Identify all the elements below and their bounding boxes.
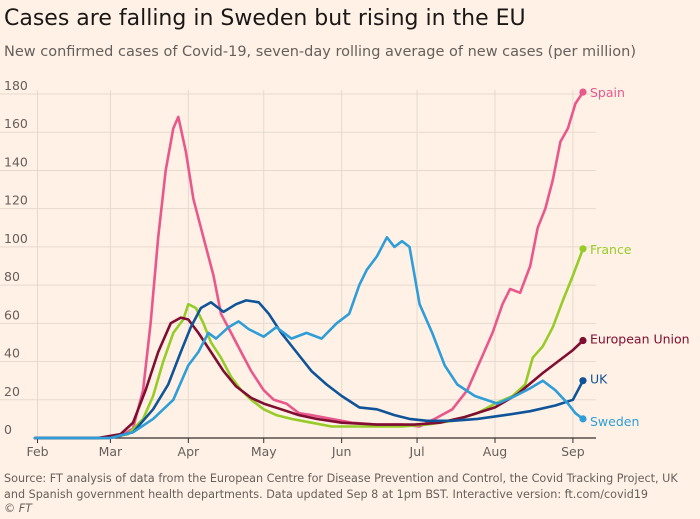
x-tick-label: Jul [409, 444, 425, 459]
x-tick-label: Aug [483, 444, 507, 459]
chart-subtitle: New confirmed cases of Covid-19, seven-d… [4, 44, 636, 60]
x-axis: Feb Mar Apr May Jun Jul Aug Sep [26, 437, 596, 459]
series-labels: Spain France European Union UK Sweden [590, 85, 690, 429]
series-label-france: France [590, 242, 632, 257]
y-tick-label: 60 [4, 307, 20, 322]
series-label-european-union: European Union [590, 332, 690, 347]
series-line-sweden [33, 236, 585, 440]
chart-title: Cases are falling in Sweden but rising i… [4, 6, 526, 31]
series-label-uk: UK [590, 372, 608, 387]
y-tick-label: 20 [4, 384, 20, 399]
series-line-european-union [33, 316, 585, 440]
y-tick-label: 120 [4, 193, 28, 208]
gridlines [0, 90, 596, 438]
y-tick-label: 160 [4, 116, 28, 131]
y-tick-label: 180 [4, 78, 28, 93]
series-end-dot-sweden [579, 415, 587, 423]
series-line-uk [33, 299, 585, 440]
x-tick-label: Apr [178, 444, 200, 459]
series-end-dot-uk [579, 377, 587, 385]
x-tick-label: Jun [331, 444, 352, 459]
series-lines [33, 88, 587, 440]
y-tick-label: 100 [4, 231, 28, 246]
copyright: © FT [4, 502, 33, 515]
series-label-spain: Spain [590, 85, 625, 100]
y-tick-label: 40 [4, 346, 20, 361]
series-end-dot-spain [579, 88, 587, 96]
x-tick-label: Sep [561, 444, 585, 459]
y-axis: 0 20 40 60 80 100 120 140 160 180 [4, 78, 28, 437]
x-tick-label: Feb [26, 444, 48, 459]
series-end-dot-european-union [579, 336, 587, 345]
series-end-dot-france [579, 245, 587, 253]
y-tick-label: 80 [4, 269, 20, 284]
series-line-france [33, 247, 585, 440]
y-tick-label: 0 [4, 422, 12, 437]
source-note: Source: FT analysis of data from the Eur… [4, 472, 678, 501]
series-line-spain [33, 90, 585, 440]
y-tick-label: 140 [4, 154, 28, 169]
x-tick-label: Mar [99, 444, 123, 459]
series-label-sweden: Sweden [590, 414, 639, 429]
x-tick-label: May [251, 444, 277, 459]
